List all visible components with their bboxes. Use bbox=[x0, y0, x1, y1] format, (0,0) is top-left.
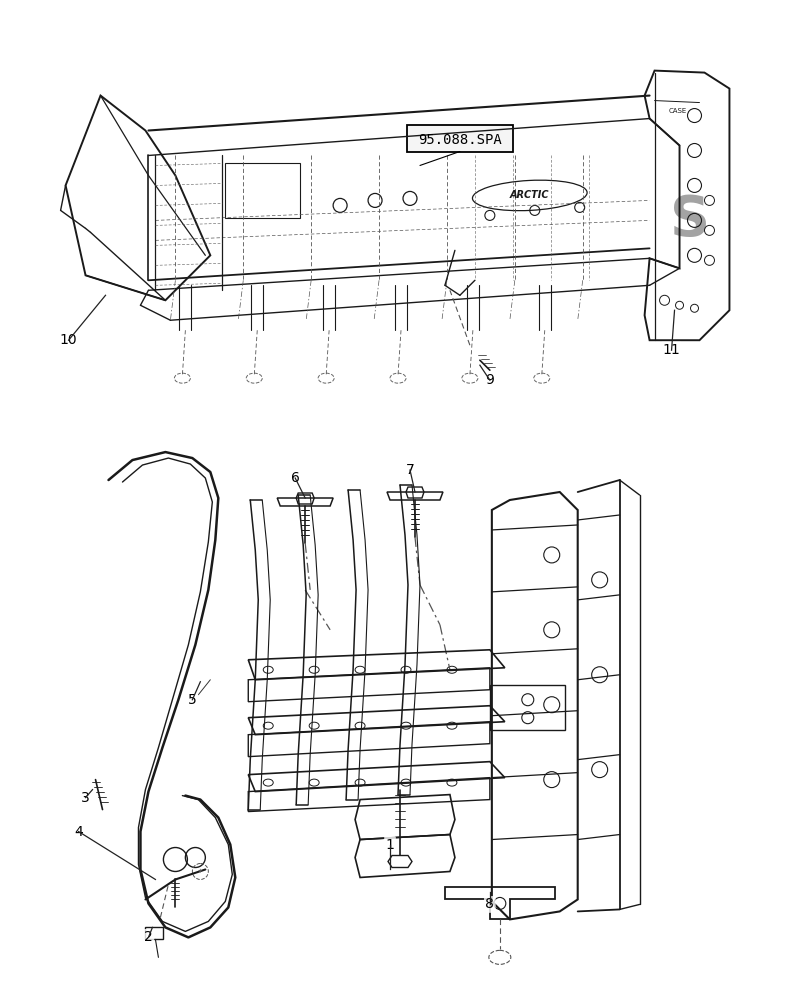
Text: 11: 11 bbox=[662, 343, 680, 357]
Text: ARCTIC: ARCTIC bbox=[509, 190, 549, 200]
Text: 7: 7 bbox=[406, 463, 414, 477]
Text: 10: 10 bbox=[60, 333, 77, 347]
Text: S: S bbox=[669, 193, 709, 247]
Text: 3: 3 bbox=[81, 791, 90, 805]
Bar bbox=[489, 685, 564, 730]
Text: 1: 1 bbox=[385, 838, 394, 852]
Text: 9: 9 bbox=[485, 373, 494, 387]
Text: ✦: ✦ bbox=[198, 869, 203, 874]
Bar bbox=[145, 927, 163, 939]
Bar bbox=[225, 163, 300, 218]
FancyBboxPatch shape bbox=[406, 125, 513, 152]
Text: 2: 2 bbox=[144, 930, 152, 944]
Text: 4: 4 bbox=[74, 825, 83, 839]
Text: 95.088.SPA: 95.088.SPA bbox=[418, 133, 501, 147]
Text: 8: 8 bbox=[485, 897, 494, 911]
Text: 5: 5 bbox=[188, 693, 196, 707]
Text: 6: 6 bbox=[290, 471, 299, 485]
Text: CASE: CASE bbox=[667, 108, 686, 114]
